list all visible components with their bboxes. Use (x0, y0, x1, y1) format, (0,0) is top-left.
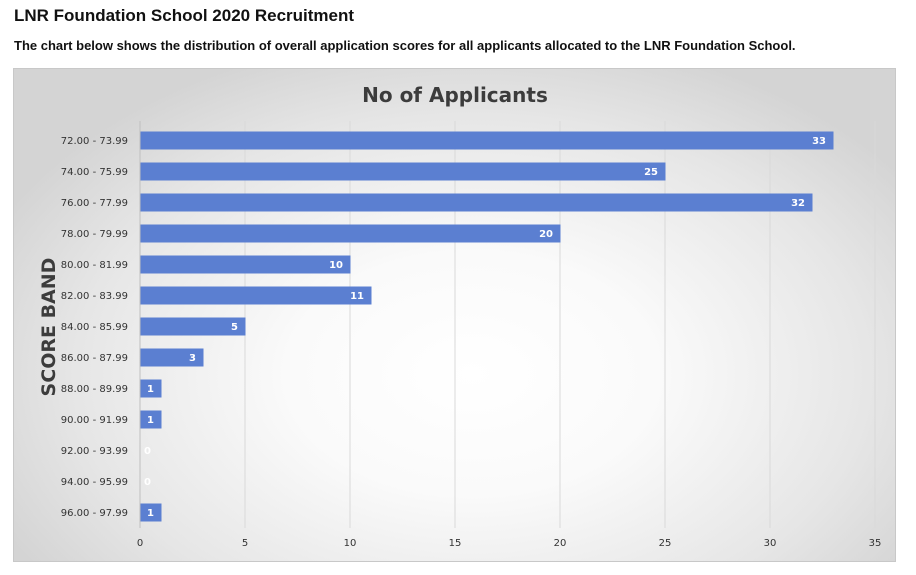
page-title: LNR Foundation School 2020 Recruitment (14, 6, 355, 25)
category-label: 74.00 - 75.99 (61, 167, 128, 178)
category-label: 82.00 - 83.99 (61, 291, 128, 302)
category-label: 76.00 - 77.99 (61, 198, 128, 209)
category-label: 96.00 - 97.99 (61, 508, 128, 519)
data-label: 25 (644, 167, 658, 178)
bar (140, 317, 246, 336)
data-label: 5 (231, 322, 238, 333)
x-tick-labels: 0 5 10 15 20 25 30 35 (137, 538, 882, 549)
category-label: 92.00 - 93.99 (61, 446, 128, 457)
page-subtitle: The chart below shows the distribution o… (14, 38, 796, 53)
bar (140, 131, 834, 150)
bar-chart: No of Applicants SCORE BAND 332532201011… (38, 83, 882, 549)
category-label: 78.00 - 79.99 (61, 229, 128, 240)
category-label: 94.00 - 95.99 (61, 477, 128, 488)
category-labels: 72.00 - 73.99 74.00 - 75.99 76.00 - 77.99 7… (61, 136, 128, 519)
category-label: 80.00 - 81.99 (61, 260, 128, 271)
x-tick-label: 0 (137, 538, 143, 549)
bar (140, 224, 561, 243)
y-axis-label: SCORE BAND (38, 258, 60, 397)
data-label: 1 (147, 384, 154, 395)
category-label: 88.00 - 89.99 (61, 384, 128, 395)
bar (140, 379, 162, 398)
bar (140, 503, 162, 522)
data-label: 10 (329, 260, 343, 271)
x-tick-label: 25 (659, 538, 672, 549)
data-label: 20 (539, 229, 553, 240)
bar (140, 255, 351, 274)
x-tick-label: 35 (869, 538, 882, 549)
data-label: 1 (147, 415, 154, 426)
bar (140, 410, 162, 429)
chart-title: No of Applicants (362, 83, 548, 107)
x-tick-label: 20 (554, 538, 567, 549)
data-label: 1 (147, 508, 154, 519)
bar (140, 162, 666, 181)
category-label: 90.00 - 91.99 (61, 415, 128, 426)
data-label: 0 (144, 446, 151, 457)
data-label: 32 (791, 198, 805, 209)
bar (140, 286, 372, 305)
x-tick-label: 30 (764, 538, 777, 549)
data-label: 0 (144, 477, 151, 488)
bar (140, 193, 813, 212)
data-label: 3 (189, 353, 196, 364)
category-label: 84.00 - 85.99 (61, 322, 128, 333)
category-label: 86.00 - 87.99 (61, 353, 128, 364)
data-label: 11 (350, 291, 364, 302)
grid-layer (139, 121, 876, 528)
x-tick-label: 15 (449, 538, 462, 549)
data-label: 33 (812, 136, 826, 147)
x-tick-label: 5 (242, 538, 248, 549)
category-label: 72.00 - 73.99 (61, 136, 128, 147)
x-tick-label: 10 (344, 538, 357, 549)
chart-frame: No of Applicants SCORE BAND 33 25 32 20 10 11… (13, 68, 896, 562)
bar (140, 348, 204, 367)
